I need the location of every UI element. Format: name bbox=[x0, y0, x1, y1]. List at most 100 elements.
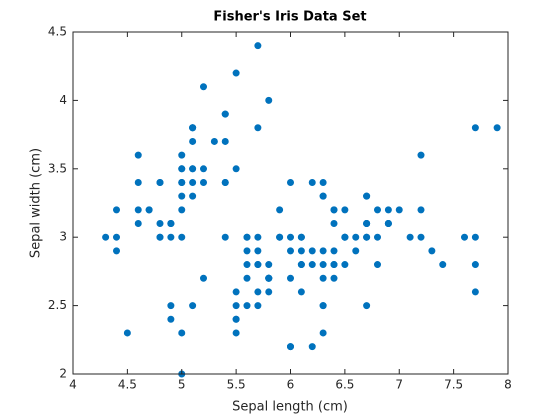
point bbox=[373, 206, 381, 214]
chart-title: Fisher's Iris Data Set bbox=[213, 10, 366, 25]
point bbox=[189, 137, 197, 145]
point bbox=[330, 220, 338, 228]
point bbox=[167, 302, 175, 310]
point bbox=[308, 343, 316, 351]
point bbox=[189, 302, 197, 310]
point bbox=[167, 233, 175, 241]
point bbox=[330, 261, 338, 269]
point bbox=[200, 83, 208, 91]
point bbox=[243, 302, 251, 310]
x-tick-label: 7 bbox=[395, 378, 403, 392]
point bbox=[384, 220, 392, 228]
point bbox=[363, 233, 371, 241]
point bbox=[113, 247, 121, 255]
x-axis-label: Sepal length (cm) bbox=[232, 400, 348, 415]
point bbox=[286, 178, 294, 186]
point bbox=[373, 261, 381, 269]
point bbox=[265, 96, 273, 104]
point bbox=[330, 274, 338, 282]
point bbox=[406, 233, 414, 241]
point bbox=[232, 69, 240, 77]
point bbox=[232, 329, 240, 337]
point bbox=[341, 233, 349, 241]
point bbox=[319, 247, 327, 255]
point bbox=[156, 233, 164, 241]
x-tick-label: 5 bbox=[178, 378, 186, 392]
point bbox=[134, 206, 142, 214]
plot-area bbox=[102, 42, 501, 378]
point bbox=[265, 261, 273, 269]
point bbox=[319, 274, 327, 282]
point bbox=[297, 288, 305, 296]
point bbox=[243, 274, 251, 282]
x-tick-label: 7.5 bbox=[444, 378, 463, 392]
point bbox=[221, 233, 229, 241]
point bbox=[102, 233, 110, 241]
point bbox=[308, 247, 316, 255]
point bbox=[352, 233, 360, 241]
point bbox=[232, 165, 240, 173]
point bbox=[254, 261, 262, 269]
point bbox=[200, 165, 208, 173]
point bbox=[167, 220, 175, 228]
point bbox=[384, 206, 392, 214]
point bbox=[460, 233, 468, 241]
x-tick-label: 4.5 bbox=[118, 378, 137, 392]
point bbox=[189, 192, 197, 200]
x-tick-label: 8 bbox=[504, 378, 512, 392]
point bbox=[189, 124, 197, 132]
point bbox=[178, 206, 186, 214]
point bbox=[232, 288, 240, 296]
point bbox=[254, 42, 262, 50]
point bbox=[308, 178, 316, 186]
point bbox=[319, 329, 327, 337]
point bbox=[221, 178, 229, 186]
point bbox=[297, 233, 305, 241]
point bbox=[286, 233, 294, 241]
point bbox=[178, 233, 186, 241]
point bbox=[352, 247, 360, 255]
point bbox=[319, 302, 327, 310]
point bbox=[330, 206, 338, 214]
x-tick-label: 6 bbox=[287, 378, 295, 392]
point bbox=[254, 288, 262, 296]
point bbox=[395, 206, 403, 214]
point bbox=[319, 261, 327, 269]
point bbox=[113, 206, 121, 214]
point bbox=[265, 274, 273, 282]
point bbox=[189, 178, 197, 186]
x-tick-label: 5.5 bbox=[227, 378, 246, 392]
point bbox=[308, 261, 316, 269]
point bbox=[254, 233, 262, 241]
point bbox=[428, 247, 436, 255]
point bbox=[254, 247, 262, 255]
point bbox=[363, 302, 371, 310]
point bbox=[471, 261, 479, 269]
point bbox=[286, 343, 294, 351]
point bbox=[178, 329, 186, 337]
point bbox=[178, 192, 186, 200]
point bbox=[243, 261, 251, 269]
point bbox=[254, 124, 262, 132]
point bbox=[265, 288, 273, 296]
point bbox=[156, 178, 164, 186]
point bbox=[254, 302, 262, 310]
point bbox=[200, 274, 208, 282]
point bbox=[145, 206, 153, 214]
point bbox=[417, 206, 425, 214]
point bbox=[200, 178, 208, 186]
point bbox=[134, 151, 142, 159]
point bbox=[189, 165, 197, 173]
point bbox=[134, 178, 142, 186]
point bbox=[471, 288, 479, 296]
point bbox=[297, 261, 305, 269]
y-tick-label: 2 bbox=[59, 367, 67, 381]
point bbox=[221, 110, 229, 118]
point bbox=[319, 178, 327, 186]
point bbox=[471, 124, 479, 132]
point bbox=[363, 220, 371, 228]
point bbox=[243, 247, 251, 255]
point bbox=[341, 206, 349, 214]
x-tick-label: 6.5 bbox=[335, 378, 354, 392]
